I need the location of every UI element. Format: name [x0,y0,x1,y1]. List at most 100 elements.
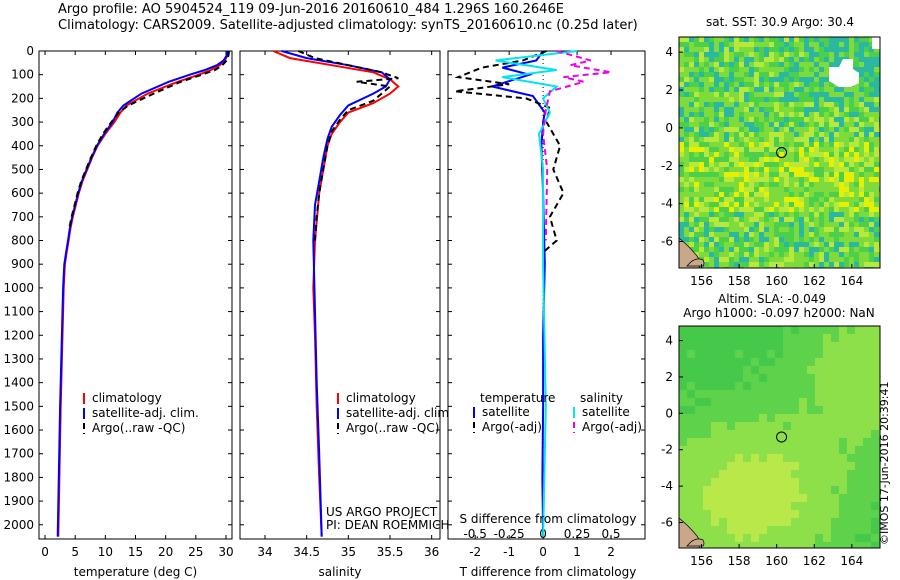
sst-map-cell [694,107,699,112]
sst-map-cell [769,207,774,212]
sla-map-cell [775,334,783,342]
sst-map-cell [814,37,819,42]
sla-map-cell [711,438,719,446]
sst-map-cell [804,247,809,252]
sst-map-cell [684,232,689,237]
sst-map-cell [844,142,849,147]
sst-map-cell [809,82,814,87]
sst-map-cell [709,107,714,112]
sla-map-cell [807,326,815,334]
sst-map-cell [754,212,759,217]
sla-map-cell [847,494,855,502]
sst-map-cell [734,92,739,97]
sst-map-cell [679,232,684,237]
sst-map-cell [864,137,869,142]
sst-map-cell [804,217,809,222]
sla-map-cell [791,438,799,446]
sst-map-cell [729,127,734,132]
sst-map-cell [859,72,864,77]
sst-map-cell [824,212,829,217]
sla-map-cell [791,430,799,438]
sst-map-cell [844,207,849,212]
sst-map-cell [789,212,794,217]
sst-map-cell [709,67,714,72]
sla-map-cell [719,526,727,534]
sst-map-cell [744,237,749,242]
sst-map-cell [834,212,839,217]
sst-map-cell [729,137,734,142]
sst-map-cell [749,217,754,222]
sst-map-cell [869,47,874,52]
sla-map-cell [807,366,815,374]
sst-map-cell [684,147,689,152]
sst-map-cell [754,237,759,242]
sst-map-cell [789,132,794,137]
sla-map-cell [727,478,735,486]
sst-map-cell [784,257,789,262]
sla-map-cell [783,454,791,462]
sst-map-cell [689,177,694,182]
sst-map-cell [874,147,879,152]
sla-map-cell [727,398,735,406]
sst-map-cell [784,167,789,172]
sst-map-cell [699,157,704,162]
sst-map-cell [754,182,759,187]
sst-map-cell [729,212,734,217]
sst-map-cell [709,222,714,227]
sst-map-cell [764,182,769,187]
sla-map-cell [711,366,719,374]
sla-map-cell [735,390,743,398]
sla-map-cell [743,454,751,462]
sst-map-cell [799,67,804,72]
sst-map-cell [844,152,849,157]
sst-map-cell [784,117,789,122]
sst-map-cell [769,152,774,157]
sla-map-cell [719,422,727,430]
sst-map-cell [794,227,799,232]
sla-map-cell [751,470,759,478]
sst-map-cell [834,127,839,132]
sst-map-cell [819,197,824,202]
sst-map-cell [684,182,689,187]
sst-map-cell [794,127,799,132]
sla-map-cell [695,350,703,358]
sla-map-cell [679,502,687,510]
sla-map-cell [695,462,703,470]
sst-map-cell [814,52,819,57]
sla-map-cell [799,342,807,350]
sst-map-cell [784,237,789,242]
sst-map-cell [799,152,804,157]
sst-map-cell [804,117,809,122]
sst-map-cell [774,217,779,222]
sst-map-cell [744,122,749,127]
sst-map-cell [734,227,739,232]
sst-map-cell [709,97,714,102]
sst-map-cell [689,202,694,207]
sst-map-cell [744,97,749,102]
difference-legend-group-2: salinity [580,391,623,405]
sla-map-cell [871,334,879,342]
sst-map-cell [844,197,849,202]
sla-map-cell [871,382,879,390]
sst-map-cell [704,82,709,87]
sst-map-cell [829,147,834,152]
sst-map-cell [789,87,794,92]
sst-map-cell [734,37,739,42]
sst-map-cell [814,112,819,117]
sst-map-cell [769,247,774,252]
sla-map-cell [775,518,783,526]
sla-map-cell [847,334,855,342]
sst-map-xtick-label: 158 [728,274,751,288]
difference-legend-1-label: satellite [482,405,530,419]
sst-map-cell [784,92,789,97]
sla-map-cell [703,510,711,518]
sst-map-cell [734,187,739,192]
sst-map-cell [869,212,874,217]
sst-map-cell [784,97,789,102]
sst-map-cell [699,247,704,252]
sst-map-cell [714,152,719,157]
sst-map-cell [694,222,699,227]
sla-map-cell [711,414,719,422]
sst-map-cell [729,222,734,227]
sst-map-cell [854,132,859,137]
